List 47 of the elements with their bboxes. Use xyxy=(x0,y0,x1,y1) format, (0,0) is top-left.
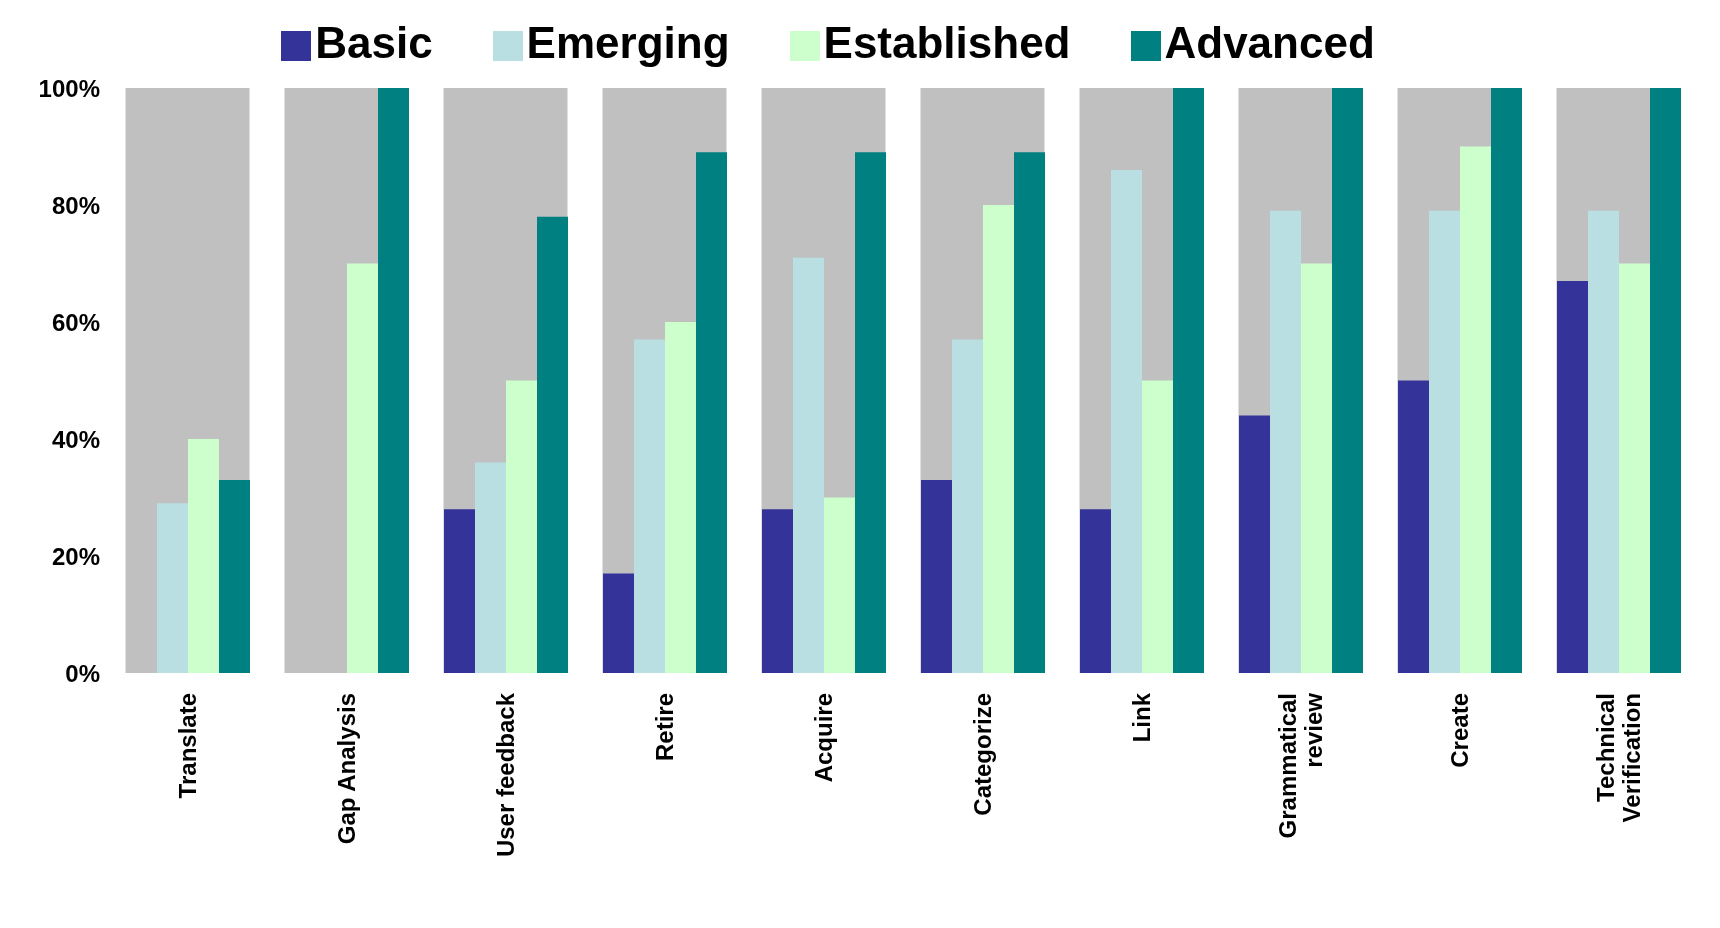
legend-label: Advanced xyxy=(1164,18,1375,67)
bar xyxy=(855,152,886,673)
bar xyxy=(1142,380,1173,673)
bar xyxy=(188,439,219,673)
x-tick-label: Technical Verification xyxy=(1591,693,1646,823)
y-tick-label: 20% xyxy=(51,542,100,570)
bar xyxy=(824,497,855,673)
x-tick-label: Retire xyxy=(650,693,678,762)
bar xyxy=(952,339,983,673)
bar xyxy=(475,462,506,673)
bar xyxy=(1557,281,1588,673)
bar xyxy=(696,152,727,673)
bar xyxy=(665,322,696,673)
bar xyxy=(1080,509,1111,673)
x-tick-label: Grammatical review xyxy=(1273,692,1328,839)
bar xyxy=(347,263,378,673)
bar xyxy=(983,205,1014,673)
bar xyxy=(444,509,475,673)
x-tick-label: Gap Analysis xyxy=(332,693,360,845)
bar xyxy=(506,380,537,673)
y-tick-label: 100% xyxy=(38,74,100,102)
y-tick-label: 0% xyxy=(65,659,100,687)
x-tick-label: Categorize xyxy=(968,693,996,816)
bar xyxy=(634,339,665,673)
bar xyxy=(219,479,250,673)
x-tick-label: Link xyxy=(1127,692,1155,743)
legend-label: Established xyxy=(823,18,1071,67)
x-tick-label: Acquire xyxy=(809,693,837,783)
x-tick-label: Create xyxy=(1445,693,1473,768)
bar xyxy=(1239,415,1270,673)
bar xyxy=(1619,263,1650,673)
bar xyxy=(793,257,824,673)
bar xyxy=(921,479,952,673)
y-tick-label: 80% xyxy=(51,191,100,219)
x-tick-label: Translate xyxy=(173,693,201,799)
y-tick-label: 60% xyxy=(51,308,100,336)
bar xyxy=(1301,263,1332,673)
legend-label: Emerging xyxy=(526,18,730,67)
bar xyxy=(762,509,793,673)
x-tick-label: User feedback xyxy=(491,692,519,858)
bar xyxy=(157,503,188,673)
bar xyxy=(1398,380,1429,673)
legend-label: Basic xyxy=(315,18,433,67)
bar xyxy=(537,216,568,673)
bar xyxy=(1014,152,1045,673)
bar xyxy=(603,573,634,673)
y-tick-label: 40% xyxy=(51,425,100,453)
